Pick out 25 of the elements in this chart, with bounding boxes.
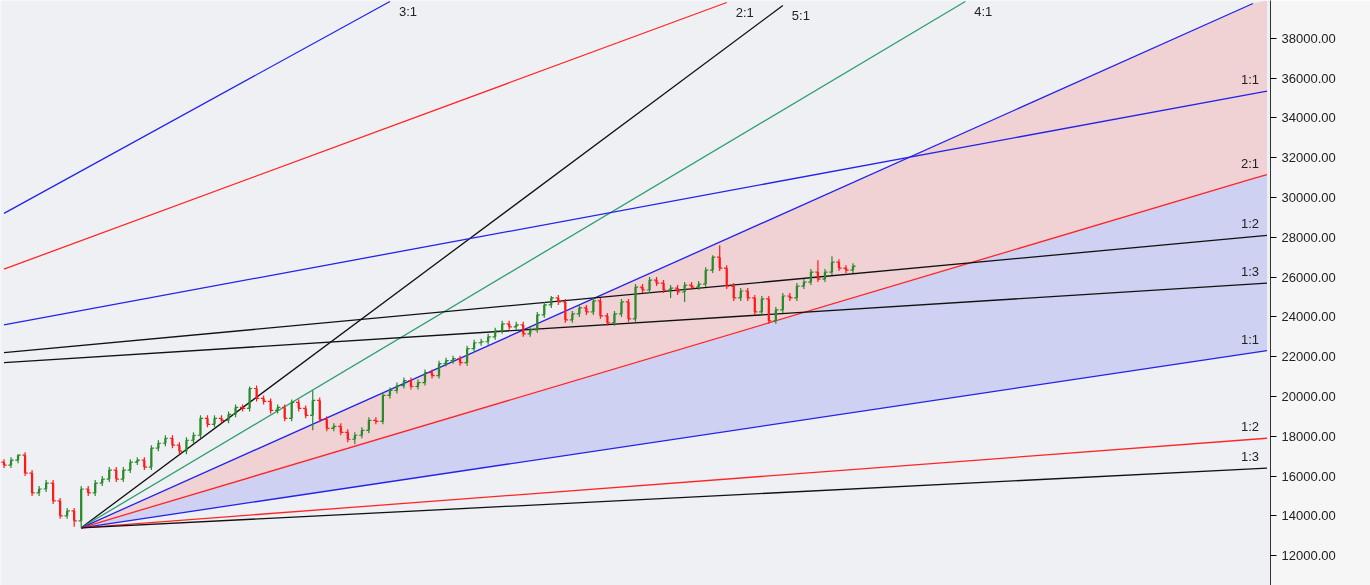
series-label: 1:2 bbox=[1240, 216, 1259, 232]
y-tick-label: 14000.00 bbox=[1281, 508, 1336, 524]
series-label: 2:1 bbox=[735, 5, 754, 21]
y-tick-label: 30000.00 bbox=[1281, 189, 1336, 205]
y-tick-label: 36000.00 bbox=[1281, 70, 1336, 86]
y-tick-label: 20000.00 bbox=[1281, 388, 1336, 404]
series-label: 1:3 bbox=[1240, 449, 1259, 465]
y-tick-label: 32000.00 bbox=[1281, 150, 1336, 166]
series-label: 1:2 bbox=[1240, 419, 1259, 435]
y-tick-label: 18000.00 bbox=[1281, 428, 1336, 444]
y-tick-label: 22000.00 bbox=[1281, 349, 1336, 365]
series-label: 3:1 bbox=[398, 4, 417, 20]
y-tick-label: 34000.00 bbox=[1281, 110, 1336, 126]
series-label: 4:1 bbox=[974, 4, 993, 20]
y-tick-label: 16000.00 bbox=[1281, 468, 1336, 484]
series-label: 2:1 bbox=[1240, 155, 1259, 171]
series-label: 5:1 bbox=[791, 8, 810, 24]
y-tick-label: 12000.00 bbox=[1281, 548, 1336, 564]
y-tick-label: 26000.00 bbox=[1281, 269, 1336, 285]
series-label: 1:1 bbox=[1240, 331, 1259, 347]
y-tick-label: 28000.00 bbox=[1281, 229, 1336, 245]
series-label: 1:1 bbox=[1240, 72, 1259, 88]
y-tick-label: 38000.00 bbox=[1281, 30, 1336, 46]
series-label: 1:3 bbox=[1240, 264, 1259, 280]
y-tick-label: 24000.00 bbox=[1281, 309, 1336, 325]
